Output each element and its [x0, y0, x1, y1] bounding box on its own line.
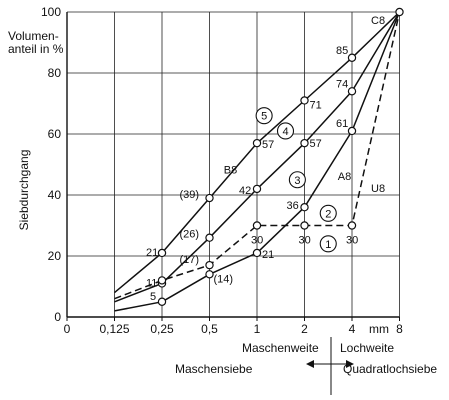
data-point [300, 202, 309, 212]
y-axis-title: Siebdurchgang [17, 150, 31, 231]
area-label-number: 1 [325, 239, 331, 251]
point-label: 85 [336, 45, 348, 57]
point-label: 57 [262, 139, 274, 151]
x-tick-label: 0,25 [150, 322, 174, 336]
data-point [347, 87, 357, 96]
point-label: (39) [180, 189, 200, 201]
footer: Maschenweite Lochweite Maschensiebe Quad… [175, 337, 437, 395]
point-label: (14) [214, 273, 234, 285]
area-label-circle [276, 122, 295, 140]
curve-label-c8: C8 [371, 15, 385, 27]
data-point [205, 260, 214, 270]
y-unit-label-line1: Volumen- [8, 29, 59, 43]
grid [66, 11, 400, 318]
footer-maschenweite: Maschenweite [242, 341, 319, 355]
point-label: 71 [310, 99, 322, 111]
points [157, 7, 404, 306]
area-label-number: 3 [294, 175, 300, 187]
x-tick-label: 0 [64, 322, 71, 336]
footer-quadratlochsiebe: Quadratlochsiebe [343, 362, 437, 376]
y-tick-label: 100 [41, 5, 61, 19]
y-unit-label-line2: anteil in % [8, 42, 64, 56]
y-tick-label: 40 [48, 188, 62, 202]
point-label: 30 [299, 235, 311, 247]
point-label: 36 [287, 200, 299, 212]
data-point [252, 184, 262, 194]
data-point [300, 221, 309, 230]
point-label: 5 [150, 291, 156, 303]
curve-label-b8: B8 [224, 165, 237, 177]
footer-arrow-right-head [346, 360, 354, 368]
point-label: 30 [251, 235, 263, 247]
area-label-circle [319, 204, 337, 222]
x-tick-label: 0,125 [99, 322, 129, 336]
point-label: (17) [180, 254, 200, 266]
data-point [252, 248, 262, 258]
labels: 857461307157363057423021(39)(26)(17)(14)… [146, 15, 385, 303]
axes: 0 20 40 60 80 100 0 0,125 0,25 0,5 1 2 4 8 [41, 5, 403, 336]
data-point [395, 7, 404, 17]
y-tick-label: 0 [54, 310, 61, 324]
area-label-circle [288, 171, 306, 189]
footer-maschensiebe: Maschensiebe [175, 362, 253, 376]
curve-label-a8: A8 [338, 171, 351, 183]
x-tick-label: 2 [301, 322, 308, 336]
point-label: 21 [146, 247, 158, 259]
data-point [157, 297, 167, 306]
data-point [205, 270, 214, 279]
footer-arrow-left-head [306, 360, 314, 368]
footer-lochweite: Lochweite [340, 341, 394, 355]
point-label: 61 [336, 118, 348, 130]
curve-label-u8: U8 [371, 183, 385, 195]
x-tick-label: 0,5 [201, 322, 218, 336]
point-label: 21 [262, 249, 274, 261]
x-tick-label: 4 [349, 322, 356, 336]
y-tick-label: 20 [48, 249, 62, 263]
area-label-number: 2 [325, 208, 331, 220]
data-point [347, 126, 357, 136]
data-point [347, 221, 357, 230]
data-point [252, 221, 262, 230]
data-point [157, 276, 167, 285]
data-point [300, 138, 309, 148]
x-tick-label: 8 [396, 322, 403, 336]
point-label: 74 [336, 78, 348, 90]
data-point [252, 138, 262, 148]
point-label: 57 [310, 138, 322, 150]
point-label: 42 [239, 185, 251, 197]
point-label: 30 [346, 235, 358, 247]
data-point [205, 233, 214, 242]
x-unit-label: mm [369, 322, 389, 336]
data-point [300, 96, 309, 105]
area-label-circle [255, 107, 273, 125]
data-point [347, 53, 357, 62]
x-tick-label: 1 [254, 322, 261, 336]
y-tick-label: 60 [48, 127, 62, 141]
area-label-circle [319, 235, 337, 253]
point-label: (26) [180, 229, 200, 241]
area-label-number: 5 [261, 111, 267, 123]
data-point [205, 193, 214, 203]
data-point [157, 248, 167, 258]
point-label: 11 [146, 277, 157, 289]
area-label-number: 4 [282, 126, 288, 138]
y-tick-label: 80 [48, 66, 62, 80]
